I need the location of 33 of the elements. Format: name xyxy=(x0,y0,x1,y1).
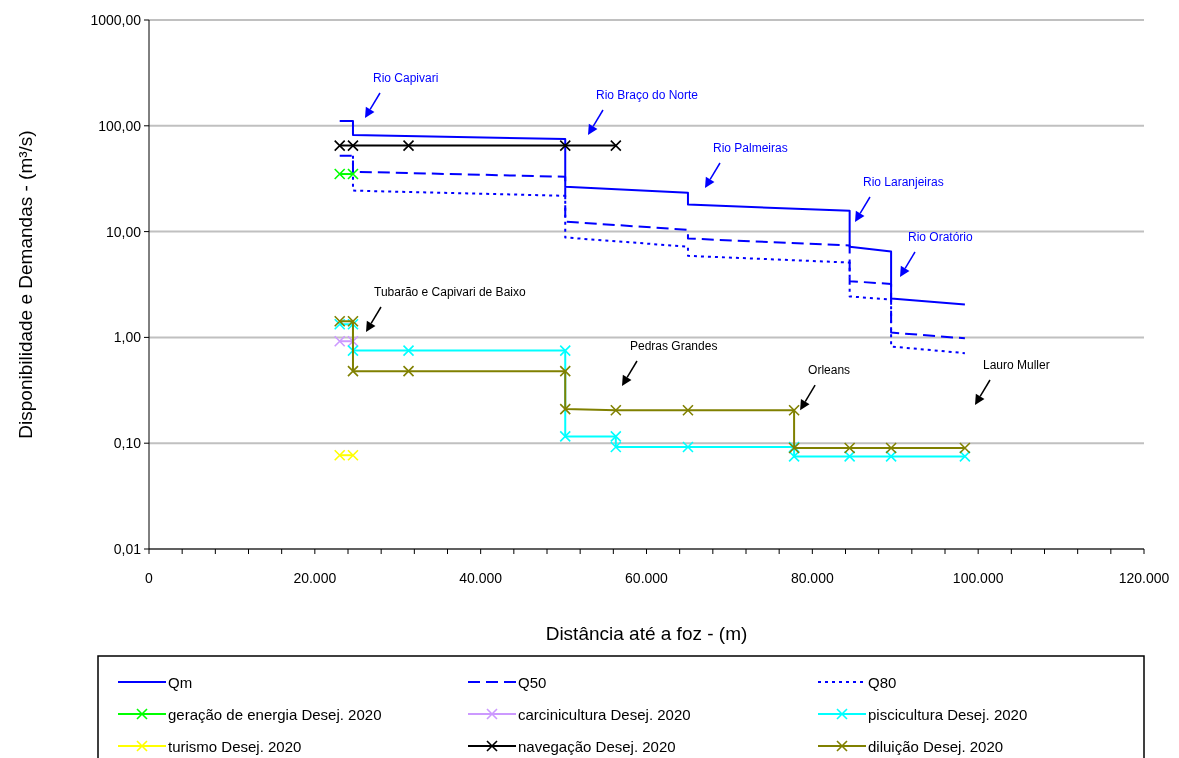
legend-label: Q50 xyxy=(518,674,547,691)
x-tick-label: 20.000 xyxy=(293,570,337,586)
annotation: Rio Capivari xyxy=(373,71,439,85)
x-tick-label: 0 xyxy=(145,570,154,586)
annotation: Orleans xyxy=(808,363,851,378)
x-tick-label: 60.000 xyxy=(625,570,669,586)
x-axis-title: Distância até a foz - (m) xyxy=(545,623,748,644)
legend-label: diluição Desej. 2020 xyxy=(868,738,1004,755)
y-tick-label: 10,00 xyxy=(105,223,142,240)
legend-label: turismo Desej. 2020 xyxy=(168,738,302,755)
legend-label: geração de energia Desej. 2020 xyxy=(168,706,382,723)
y-tick-label: 0,01 xyxy=(113,541,142,557)
annotation: Tubarão e Capivari de Baixo xyxy=(374,285,526,299)
annotation: Rio Laranjeiras xyxy=(863,175,944,189)
y-axis-title: Disponibilidade e Demandas - (m³/s) xyxy=(15,130,36,439)
legend-label: navegação Desej. 2020 xyxy=(518,738,676,755)
annotation: Rio Oratório xyxy=(908,230,974,244)
y-tick-label: 1,00 xyxy=(113,329,142,346)
annotation: Pedras Grandes xyxy=(630,339,718,353)
annotation: Lauro Muller xyxy=(983,358,1050,372)
x-tick-label: 100.000 xyxy=(952,570,1004,586)
annotation: Rio Palmeiras xyxy=(713,141,788,155)
y-tick-label: 1000,00 xyxy=(90,12,142,28)
x-tick-label: 40.000 xyxy=(459,570,503,586)
y-tick-label: 100,00 xyxy=(98,117,142,134)
legend-label: Q80 xyxy=(868,674,897,691)
annotation: Rio Braço do Norte xyxy=(596,88,699,102)
y-tick-label: 0,10 xyxy=(113,435,142,452)
x-tick-label: 80.000 xyxy=(790,570,834,586)
x-tick-label: 120.000 xyxy=(1118,570,1170,586)
legend-label: Qm xyxy=(168,674,193,691)
legend-label: piscicultura Desej. 2020 xyxy=(868,706,1028,723)
legend-label: carcinicultura Desej. 2020 xyxy=(518,706,691,723)
